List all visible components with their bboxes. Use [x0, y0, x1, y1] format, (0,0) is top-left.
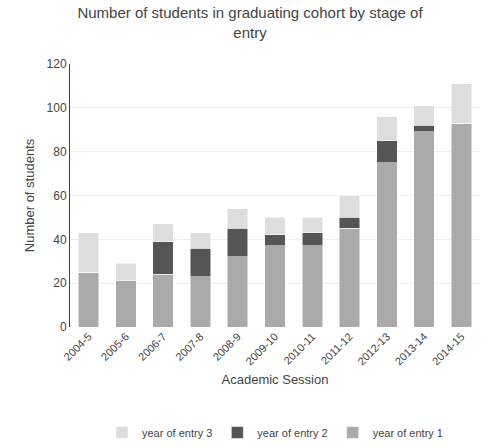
svg-text:2006-7: 2006-7: [136, 330, 169, 363]
svg-text:Number of students in graduati: Number of students in graduating cohort …: [77, 4, 423, 41]
svg-text:80: 80: [53, 145, 67, 159]
svg-text:0: 0: [60, 320, 67, 334]
svg-text:2012-13: 2012-13: [355, 330, 392, 367]
svg-text:year of entry 2: year of entry 2: [257, 427, 327, 439]
svg-text:2009-10: 2009-10: [243, 330, 280, 367]
svg-text:40: 40: [53, 233, 67, 247]
svg-text:Academic Session: Academic Session: [222, 372, 329, 387]
svg-text:120: 120: [47, 57, 67, 71]
svg-text:year of entry 1: year of entry 1: [373, 427, 443, 439]
svg-text:2013-14: 2013-14: [392, 330, 429, 367]
svg-text:60: 60: [53, 189, 67, 203]
svg-text:2010-11: 2010-11: [281, 330, 317, 366]
svg-text:2005-6: 2005-6: [98, 330, 131, 363]
svg-text:100: 100: [47, 101, 67, 115]
svg-text:20: 20: [53, 276, 67, 290]
svg-text:2008-9: 2008-9: [210, 330, 243, 363]
svg-text:Number of students: Number of students: [22, 138, 37, 252]
svg-text:2011-12: 2011-12: [318, 330, 354, 366]
svg-text:year of entry 3: year of entry 3: [142, 427, 212, 439]
svg-text:2007-8: 2007-8: [173, 330, 206, 363]
svg-text:2004-5: 2004-5: [61, 330, 94, 363]
svg-text:2014-15: 2014-15: [430, 330, 467, 367]
